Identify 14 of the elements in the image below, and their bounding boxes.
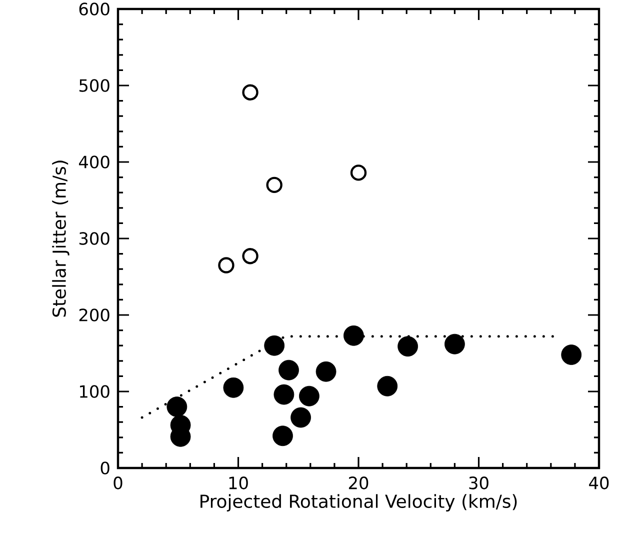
x-tick-label: 20	[348, 476, 368, 490]
x-tick-label: 30	[469, 476, 488, 490]
y-tick-label: 200	[79, 308, 110, 322]
y-tick-label: 300	[79, 232, 110, 245]
y-tick-label: 600	[79, 2, 110, 16]
y-tick-label: 100	[80, 385, 110, 398]
x-tick-label: 40	[589, 476, 609, 490]
x-axis-title: Projected Rotational Velocity (km/s)	[200, 494, 517, 512]
y-tick-label: 400	[78, 156, 110, 168]
y-tick-label: 500	[79, 79, 110, 92]
y-axis-title: Stellar Jitter (m/s)	[52, 160, 70, 317]
x-tick-label: 10	[229, 476, 248, 490]
y-tick-label: 0	[100, 462, 110, 474]
x-tick-label: 0	[114, 476, 122, 490]
